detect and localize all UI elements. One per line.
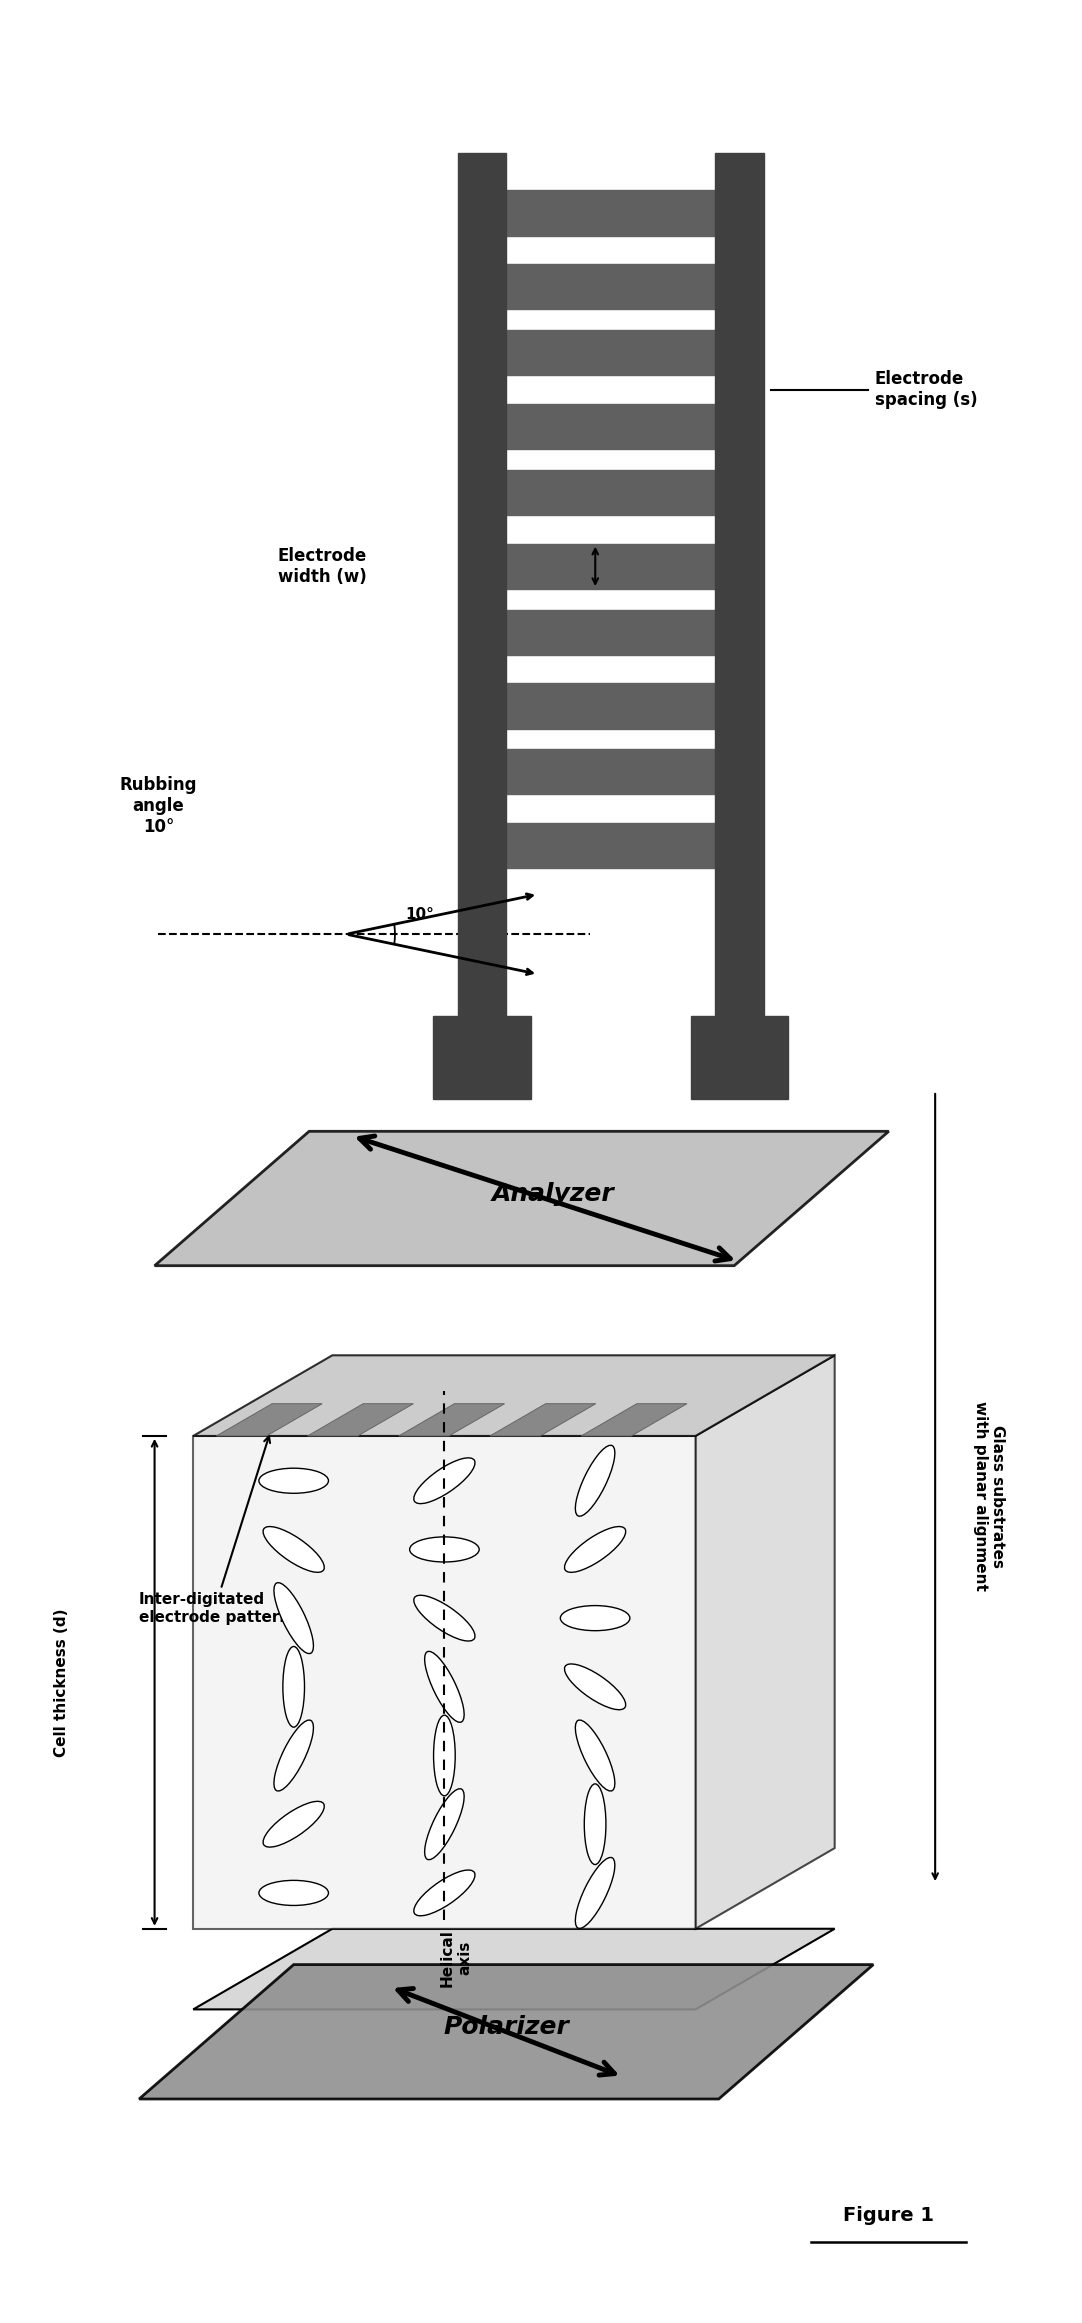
Ellipse shape bbox=[259, 1879, 329, 1905]
Ellipse shape bbox=[434, 1714, 456, 1796]
Text: Glass substrates
with planar alignment: Glass substrates with planar alignment bbox=[973, 1401, 1005, 1591]
Ellipse shape bbox=[263, 1800, 325, 1847]
Polygon shape bbox=[140, 1965, 873, 2100]
Bar bbox=[506, 404, 729, 448]
Ellipse shape bbox=[560, 1605, 630, 1631]
Text: Analyzer: Analyzer bbox=[491, 1182, 613, 1206]
Text: 10°: 10° bbox=[406, 908, 434, 922]
Ellipse shape bbox=[565, 1526, 625, 1573]
Bar bbox=[506, 683, 729, 729]
Bar bbox=[458, 153, 506, 1017]
Ellipse shape bbox=[413, 1596, 475, 1640]
Polygon shape bbox=[155, 1131, 888, 1266]
Ellipse shape bbox=[565, 1663, 625, 1710]
Text: Figure 1: Figure 1 bbox=[843, 2207, 934, 2225]
Bar bbox=[433, 1017, 530, 1099]
Text: Inter-digitated
electrode pattern: Inter-digitated electrode pattern bbox=[140, 1436, 290, 1624]
Polygon shape bbox=[307, 1403, 413, 1436]
Polygon shape bbox=[194, 1436, 696, 1928]
Ellipse shape bbox=[413, 1459, 475, 1503]
Ellipse shape bbox=[282, 1647, 304, 1728]
Bar bbox=[690, 1017, 788, 1099]
Polygon shape bbox=[194, 1928, 834, 2009]
Ellipse shape bbox=[576, 1858, 615, 1928]
Bar bbox=[492, 609, 715, 655]
Text: Electrode
width (w): Electrode width (w) bbox=[278, 546, 367, 585]
Bar bbox=[506, 544, 729, 590]
Ellipse shape bbox=[259, 1468, 329, 1494]
Polygon shape bbox=[216, 1403, 322, 1436]
Bar bbox=[492, 330, 715, 376]
Bar bbox=[492, 190, 715, 235]
Polygon shape bbox=[399, 1403, 504, 1436]
Bar bbox=[506, 822, 729, 869]
Ellipse shape bbox=[410, 1538, 479, 1561]
Bar bbox=[492, 750, 715, 794]
Ellipse shape bbox=[424, 1652, 464, 1721]
Ellipse shape bbox=[576, 1445, 615, 1517]
Ellipse shape bbox=[274, 1719, 314, 1791]
Text: Helical
axis: Helical axis bbox=[439, 1928, 472, 1986]
Bar bbox=[506, 265, 729, 309]
Text: Cell thickness (d): Cell thickness (d) bbox=[54, 1608, 69, 1756]
Bar bbox=[492, 469, 715, 516]
Ellipse shape bbox=[424, 1789, 464, 1861]
Ellipse shape bbox=[413, 1870, 475, 1916]
Bar bbox=[715, 153, 764, 1017]
Polygon shape bbox=[194, 1354, 834, 1436]
Polygon shape bbox=[696, 1354, 834, 1928]
Polygon shape bbox=[490, 1403, 596, 1436]
Ellipse shape bbox=[263, 1526, 325, 1573]
Text: Electrode
spacing (s): Electrode spacing (s) bbox=[875, 369, 977, 409]
Ellipse shape bbox=[274, 1582, 314, 1654]
Ellipse shape bbox=[576, 1719, 615, 1791]
Text: Polarizer: Polarizer bbox=[444, 2016, 569, 2040]
Polygon shape bbox=[581, 1403, 687, 1436]
Text: Rubbing
angle
10°: Rubbing angle 10° bbox=[120, 776, 197, 836]
Ellipse shape bbox=[584, 1784, 606, 1865]
